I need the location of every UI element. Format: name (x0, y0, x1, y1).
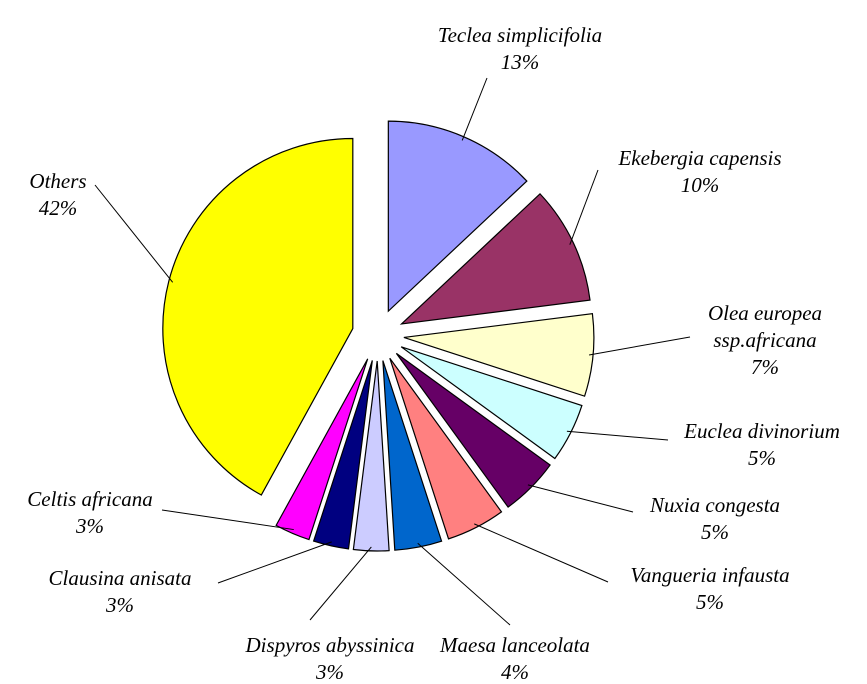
slice-label: Teclea simplicifolia 13% (420, 22, 620, 76)
leader-line (417, 542, 511, 626)
leader-line (94, 184, 174, 283)
category-name: Celtis africana (27, 487, 153, 511)
leader-line (569, 169, 599, 245)
pie-slice (395, 352, 551, 508)
value-label: 5% (696, 590, 724, 614)
value-label: 4% (501, 660, 529, 684)
slice-label: Euclea divinorium 5% (662, 418, 862, 472)
value-label: 5% (701, 520, 729, 544)
value-label: 10% (680, 173, 720, 197)
category-name: Maesa lanceolata (440, 633, 590, 657)
category-name: Nuxia congesta (649, 493, 781, 517)
value-label: 7% (751, 355, 779, 379)
slice-label: Nuxia congesta 5% (615, 492, 815, 546)
slice-label: Others 42% (0, 168, 158, 222)
category-name: Dispyros abyssinica (245, 633, 415, 657)
pie-slice (403, 312, 595, 397)
leader-line (161, 509, 294, 531)
pie-slice (389, 357, 503, 540)
slice-label: Maesa lanceolata 4% (415, 632, 615, 684)
category-name: Vangueria infausta (630, 563, 790, 587)
value-label: 3% (76, 514, 104, 538)
leader-line (309, 546, 372, 621)
slice-label: Clausina anisata 3% (20, 565, 220, 619)
leader-line (527, 484, 634, 513)
pie-slice (352, 360, 390, 552)
pie-slice (399, 193, 591, 325)
category-name: Teclea simplicifolia (437, 23, 603, 47)
slice-label: Celtis africana 3% (0, 486, 190, 540)
leader-line (217, 541, 332, 584)
slice-label: Dispyros abyssinica 3% (230, 632, 430, 684)
category-name: Ekebergia capensis (618, 146, 782, 170)
leader-line (588, 336, 691, 356)
value-label: 3% (106, 593, 134, 617)
category-name: Others (29, 169, 87, 193)
leader-line (461, 77, 488, 141)
pie-slice (312, 360, 373, 550)
value-label: 3% (316, 660, 344, 684)
value-label: 5% (748, 446, 776, 470)
pie-slice (400, 346, 583, 460)
category-name: Olea europea ssp.africana (707, 301, 823, 352)
pie-slice (162, 137, 354, 496)
slice-label: Olea europea ssp.africana 7% (690, 300, 840, 381)
leader-line (566, 430, 669, 441)
category-name: Euclea divinorium (684, 419, 840, 443)
pie-slice (275, 358, 369, 541)
leader-line (474, 523, 609, 583)
pie-slice (382, 360, 443, 551)
value-label: 42% (38, 196, 78, 220)
slice-label: Vangueria infausta 5% (610, 562, 810, 616)
slice-label: Ekebergia capensis 10% (600, 145, 800, 199)
category-name: Clausina anisata (48, 566, 192, 590)
value-label: 13% (500, 50, 540, 74)
